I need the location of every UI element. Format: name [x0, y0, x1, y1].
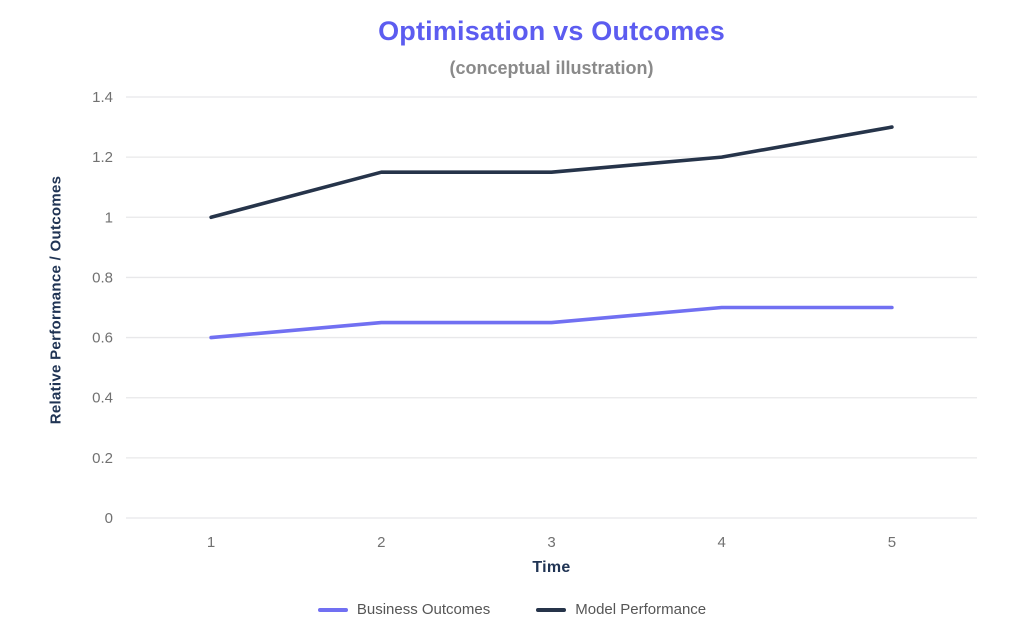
legend-label: Model Performance [575, 601, 707, 618]
y-tick-label: 0.2 [92, 450, 113, 467]
y-tick-label: 0 [105, 510, 113, 527]
y-tick-label: 1 [105, 209, 113, 226]
x-tick-label: 2 [377, 534, 385, 551]
chart-title: Optimisation vs Outcomes [378, 16, 725, 46]
legend-label: Business Outcomes [356, 601, 491, 618]
chart-subtitle: (conceptual illustration) [449, 58, 654, 78]
legend-swatch-icon [317, 607, 348, 612]
legend-item-business-outcomes: Business Outcomes [317, 601, 491, 618]
x-axis-label: Time [532, 559, 571, 576]
series-line-business-outcomes [209, 305, 894, 340]
legend: Business Outcomes Model Performance [0, 601, 1024, 618]
legend-item-model-performance: Model Performance [536, 601, 706, 618]
x-tick-label: 4 [718, 534, 726, 551]
x-tick-label: 1 [207, 534, 215, 551]
y-tick-label: 0.8 [92, 269, 113, 286]
x-tick-label: 5 [888, 534, 896, 551]
series-line-model-performance [209, 125, 894, 220]
y-tick-label: 0.6 [92, 330, 113, 347]
y-tick-label: 1.2 [92, 149, 113, 166]
y-tick-label: 0.4 [92, 390, 113, 407]
legend-swatch-icon [536, 607, 567, 612]
x-tick-label: 3 [547, 534, 555, 551]
y-tick-label: 1.4 [92, 89, 113, 106]
